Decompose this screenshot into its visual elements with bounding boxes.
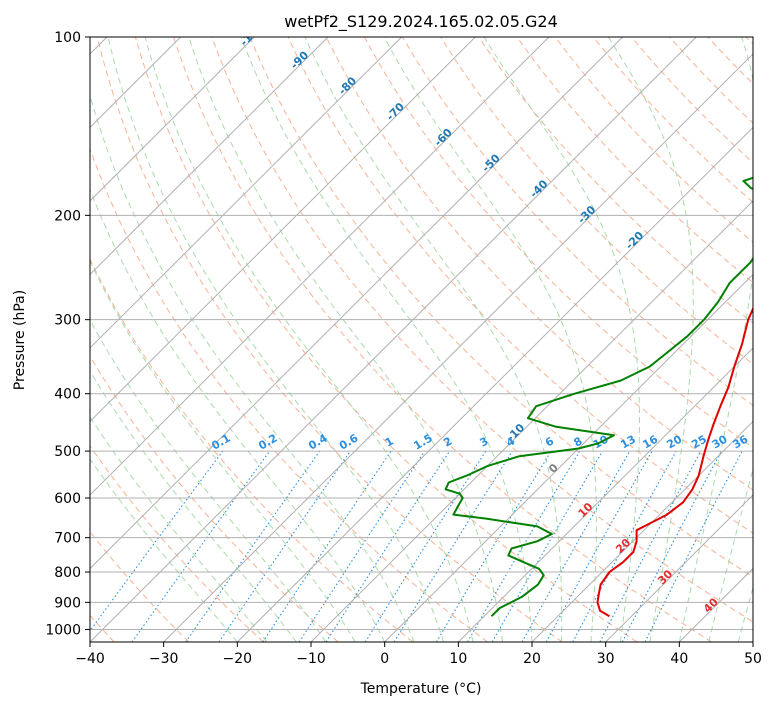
mixing-ratio-line (218, 450, 351, 642)
x-tick-label: −30 (149, 651, 179, 667)
dry-adiabat-line (134, 37, 638, 642)
moist-adiabat-line (607, 37, 694, 642)
moist-adiabat-line (107, 37, 445, 642)
moist-adiabat-line (90, 259, 356, 642)
moist-adiabat-line (383, 37, 597, 642)
isotherm-gridline (90, 37, 255, 202)
x-tick-label: 40 (670, 651, 688, 667)
isotherm-gridline (605, 494, 753, 642)
sounding-series (444, 176, 753, 618)
mixing-ratio-line (393, 450, 513, 642)
isotherm-gridline (457, 347, 753, 642)
y-tick-label: 900 (54, 595, 81, 611)
y-axis: 100 200 300 400 500 600 700 800 900 1000 (45, 30, 90, 638)
dry-adiabat-line (90, 258, 414, 642)
mixing-ratio-lines (90, 450, 743, 642)
moist-adiabat-line (90, 458, 238, 642)
x-tick-label: −10 (296, 651, 326, 667)
y-tick-label: 1000 (45, 622, 81, 638)
x-tick-label: −20 (223, 651, 253, 667)
moist-adiabat-line (483, 37, 640, 642)
moist-adiabat-line (708, 467, 753, 642)
isotherm-label: -100 (237, 20, 266, 49)
isotherm-gridline (90, 37, 550, 496)
y-tick-label: 600 (54, 491, 81, 507)
moist-adiabat-line (144, 37, 474, 642)
moist-adiabat-line (304, 37, 563, 642)
moist-adiabat-line (90, 415, 268, 642)
mixing-ratio-line (325, 450, 451, 642)
moist-adiabat-line (90, 188, 386, 642)
x-tick-label: 20 (523, 651, 541, 667)
x-tick-label: −40 (75, 651, 105, 667)
mixing-ratio-line (572, 450, 677, 642)
mixing-ratio-line (545, 450, 653, 642)
y-tick-label: 800 (54, 565, 81, 581)
y-tick-label: 700 (54, 531, 81, 547)
y-tick-label: 500 (54, 444, 81, 460)
x-tick-label: 30 (597, 651, 615, 667)
y-tick-label: 200 (54, 208, 81, 224)
isotherm-gridline (90, 37, 402, 349)
y-tick-label: 300 (54, 313, 81, 329)
mixing-ratio-line (185, 450, 321, 642)
x-tick-label: 0 (380, 651, 389, 667)
dry-adiabat-line (96, 37, 563, 642)
mixing-ratio-line (90, 450, 224, 632)
dewpoint-profile-line (444, 176, 753, 617)
y-tick-label: 100 (54, 30, 81, 46)
dry-adiabat-line (631, 37, 753, 164)
dry-adiabat-line (478, 37, 753, 324)
plot-layer: -100-90-80-70-60-50-40-30-20-10010203040… (90, 20, 753, 642)
plot-frame (89, 36, 754, 643)
moist-adiabat-line (678, 37, 753, 642)
x-axis: −40 −30 −20 −10 0 10 20 30 40 50 (75, 642, 762, 667)
isotherm-gridline (531, 420, 753, 642)
moist-adiabat-line (737, 586, 753, 642)
moist-adiabat-line (240, 37, 533, 642)
dry-adiabat-line (211, 37, 753, 623)
isotherm-lines (90, 37, 753, 642)
dry-adiabat-line (90, 445, 264, 642)
dry-adiabat-line (249, 37, 753, 578)
isotherm-gridline (384, 273, 753, 642)
isotherm-gridline (90, 37, 476, 423)
isotherm-gridline (90, 37, 697, 642)
moist-adiabat-line (90, 370, 297, 642)
moist-adiabat-line (188, 37, 503, 642)
moist-adiabat-line (90, 318, 327, 642)
mixing-ratio-line (298, 450, 426, 642)
isotherm-gridline (236, 126, 753, 642)
x-tick-label: 10 (449, 651, 467, 667)
isotherm-gridline (90, 37, 623, 570)
dry-adiabat-line (325, 37, 753, 491)
y-axis-label: Pressure (hPa) (12, 290, 28, 390)
mixing-ratio-line (131, 450, 271, 642)
dry-adiabat-line (402, 37, 753, 407)
mixing-ratio-line (364, 450, 487, 642)
mixing-ratio-line (644, 450, 743, 642)
chart-title: wetPf2_S129.2024.165.02.05.G24 (284, 12, 558, 32)
mixing-ratio-line (521, 450, 631, 642)
temperature-profile-line (596, 306, 753, 618)
pressure-gridlines (90, 37, 753, 630)
isotherm-gridline (310, 200, 753, 642)
isotherm-gridline (163, 53, 753, 642)
y-tick-label: 400 (54, 387, 81, 403)
x-tick-label: 50 (744, 651, 762, 667)
x-axis-label: Temperature (°C) (360, 681, 482, 697)
dry-adiabat-line (363, 37, 753, 449)
mixing-ratio-line (262, 450, 392, 642)
isotherm-gridline (90, 37, 329, 276)
